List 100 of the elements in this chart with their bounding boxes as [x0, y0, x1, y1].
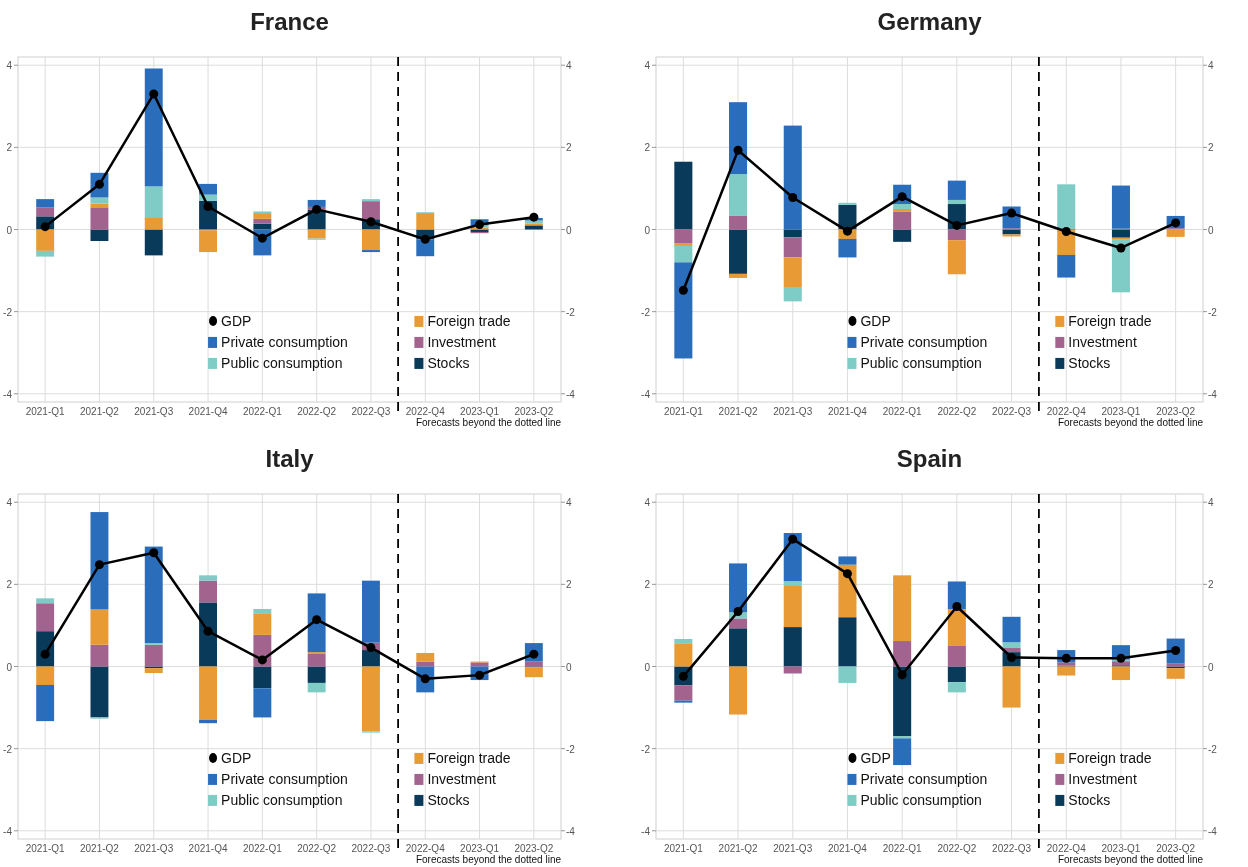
y-tick-label: -2: [641, 743, 651, 755]
y-tick-label: -4: [3, 388, 13, 400]
y-tick-label: 0: [644, 661, 651, 673]
y2-tick-label: -2: [566, 306, 576, 318]
x-tick-label: 2022-Q2: [937, 843, 977, 854]
y-tick-label: 0: [644, 224, 651, 236]
y-tick-label: 2: [644, 142, 651, 154]
legend-label: Public consumption: [860, 354, 982, 371]
x-tick-label: 2022-Q1: [882, 843, 923, 854]
legend-label: Stocks: [1068, 354, 1111, 371]
x-tick-label: 2021-Q2: [79, 843, 120, 854]
y2-tick-label: 2: [566, 142, 572, 154]
y2-tick-label: -2: [566, 743, 576, 755]
x-tick-label: 2022-Q4: [1046, 406, 1087, 417]
x-tick-label: 2022-Q3: [351, 843, 391, 854]
x-tick-label: 2021-Q2: [79, 406, 120, 417]
chart-title: Italy: [265, 445, 315, 472]
y2-tick-label: 2: [1208, 579, 1214, 591]
x-tick-label: 2021-Q1: [663, 843, 704, 854]
y2-tick-label: 0: [566, 224, 572, 236]
x-tick-label: 2021-Q3: [134, 843, 174, 854]
y-tick-label: 2: [6, 142, 13, 154]
y-tick-label: 4: [6, 60, 13, 72]
x-tick-label: 2022-Q2: [297, 843, 337, 854]
x-tick-label: 2023-Q2: [514, 843, 554, 854]
y-tick-label: -2: [3, 743, 13, 755]
y2-tick-label: -2: [1208, 306, 1218, 318]
x-tick-label: 2021-Q3: [134, 406, 174, 417]
legend-label: Private consumption: [221, 333, 348, 350]
legend-label: Investment: [427, 333, 496, 350]
x-tick-label: 2022-Q2: [937, 406, 977, 417]
text: Forecasts beyond the dotted line: [415, 854, 562, 865]
legend-label: Public consumption: [221, 354, 343, 371]
legend-label: GDP: [221, 749, 252, 766]
x-tick-label: 2021-Q1: [25, 843, 66, 854]
y-tick-label: -4: [641, 388, 651, 400]
y2-tick-label: 4: [1208, 60, 1214, 72]
y-tick-label: -2: [641, 306, 651, 318]
y-tick-label: -2: [3, 306, 13, 318]
x-tick-label: 2021-Q4: [827, 843, 868, 854]
legend-label: Foreign trade: [1068, 749, 1152, 766]
legend-label: Public consumption: [860, 791, 982, 808]
y-tick-label: 0: [6, 661, 13, 673]
y2-tick-label: -4: [1208, 388, 1218, 400]
y2-tick-label: 4: [1208, 497, 1214, 509]
legend-label: Stocks: [1068, 791, 1111, 808]
y2-tick-label: 4: [566, 60, 572, 72]
text: Forecasts beyond the dotted line: [415, 417, 562, 428]
legend-label: Foreign trade: [427, 749, 511, 766]
y-tick-label: 2: [644, 579, 651, 591]
x-tick-label: 2023-Q2: [1156, 406, 1196, 417]
y2-tick-label: -2: [1208, 743, 1218, 755]
y2-tick-label: 0: [1208, 661, 1214, 673]
legend-label: Public consumption: [221, 791, 343, 808]
legend-label: Investment: [1068, 333, 1137, 350]
x-tick-label: 2021-Q4: [188, 843, 228, 854]
x-tick-label: 2022-Q3: [351, 406, 391, 417]
y-tick-label: 2: [6, 579, 13, 591]
x-tick-label: 2022-Q1: [242, 843, 283, 854]
y-tick-label: 0: [6, 224, 13, 236]
x-tick-label: 2022-Q4: [405, 843, 446, 854]
x-tick-label: 2022-Q1: [242, 406, 283, 417]
y-tick-label: -4: [3, 825, 13, 837]
x-tick-label: 2023-Q2: [514, 406, 554, 417]
x-tick-label: 2021-Q3: [773, 406, 813, 417]
y2-tick-label: 0: [566, 661, 572, 673]
legend-label: Stocks: [427, 791, 470, 808]
legend-label: Investment: [1068, 770, 1137, 787]
x-tick-label: 2022-Q4: [1046, 843, 1087, 854]
x-tick-label: 2021-Q4: [188, 406, 228, 417]
y2-tick-label: -4: [566, 825, 576, 837]
x-tick-label: 2022-Q4: [405, 406, 446, 417]
x-tick-label: 2023-Q1: [460, 406, 500, 417]
y-tick-label: 4: [6, 497, 13, 509]
x-tick-label: 2023-Q1: [460, 843, 500, 854]
x-tick-label: 2022-Q2: [297, 406, 337, 417]
text: Forecasts beyond the dotted line: [1057, 854, 1204, 865]
y2-tick-label: 0: [1208, 224, 1214, 236]
y-tick-label: -4: [641, 825, 651, 837]
y2-tick-label: -4: [566, 388, 576, 400]
text: Forecasts beyond the dotted line: [1057, 417, 1204, 428]
x-tick-label: 2022-Q1: [882, 406, 923, 417]
legend-label: Private consumption: [221, 770, 348, 787]
x-tick-label: 2021-Q2: [718, 406, 758, 417]
x-tick-label: 2021-Q3: [773, 843, 813, 854]
y-tick-label: 4: [644, 60, 651, 72]
x-tick-label: 2023-Q1: [1101, 843, 1141, 854]
x-tick-label: 2023-Q1: [1101, 406, 1141, 417]
chart-title: France: [250, 8, 329, 35]
chart-title: Germany: [877, 8, 983, 35]
x-tick-label: 2022-Q3: [992, 406, 1032, 417]
y-tick-label: 4: [644, 497, 651, 509]
y2-tick-label: -4: [1208, 825, 1218, 837]
chart-title: Spain: [896, 445, 963, 472]
legend-label: Stocks: [427, 354, 470, 371]
y2-tick-label: 4: [566, 497, 572, 509]
x-tick-label: 2021-Q1: [663, 406, 704, 417]
y2-tick-label: 2: [566, 579, 572, 591]
legend-label: Foreign trade: [427, 312, 511, 329]
legend-label: GDP: [860, 749, 891, 766]
